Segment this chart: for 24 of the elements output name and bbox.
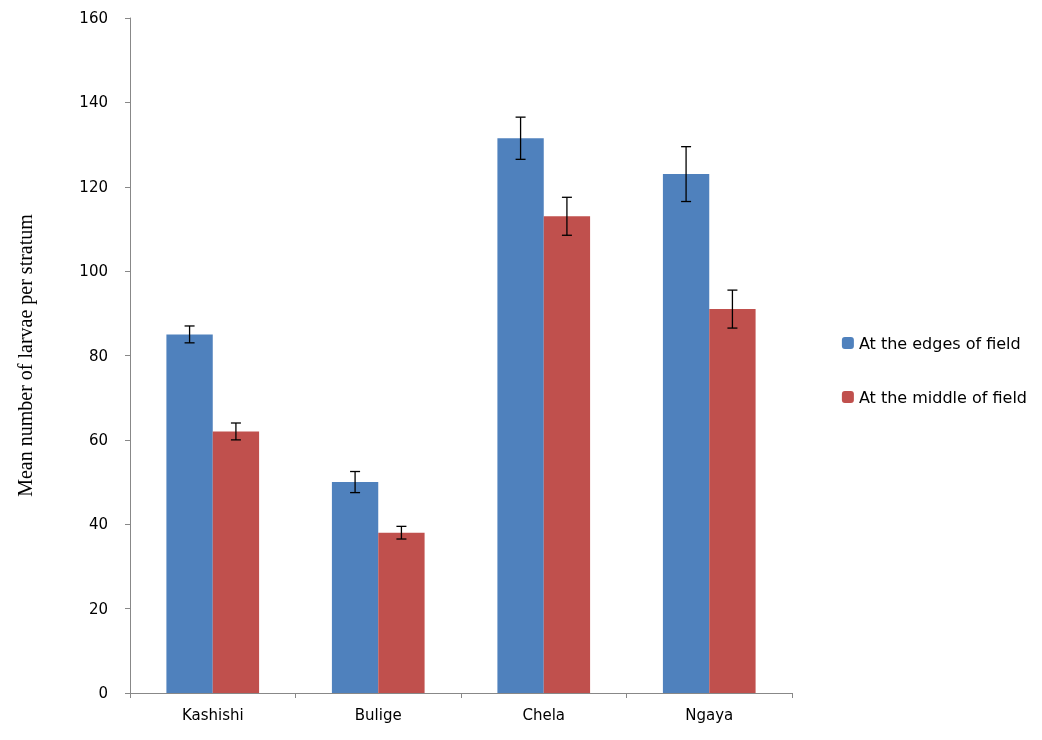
bar — [543, 216, 591, 693]
legend-label: At the edges of field — [858, 333, 1021, 353]
y-tick-label: 120 — [79, 177, 108, 196]
x-tick-label: Bulige — [354, 705, 402, 724]
bar — [709, 309, 756, 693]
y-axis-title: Mean number of larvae per stratum — [14, 213, 37, 497]
y-tick-label: 40 — [88, 515, 108, 534]
y-tick-label: 140 — [79, 93, 108, 112]
y-tick-label: 100 — [79, 262, 108, 281]
y-tick-label: 0 — [98, 684, 108, 702]
bar — [331, 482, 379, 693]
y-tick-label: 20 — [88, 599, 108, 618]
bar — [212, 431, 260, 693]
bar — [662, 174, 710, 693]
legend-label: At the middle of field — [858, 387, 1028, 407]
bar — [378, 532, 425, 693]
y-tick-label: 160 — [79, 9, 108, 27]
bar — [497, 138, 544, 693]
x-tick-label: Kashishi — [181, 705, 244, 724]
y-tick-label: 80 — [88, 346, 108, 365]
bar — [166, 334, 213, 693]
x-tick-label: Ngaya — [685, 705, 734, 724]
x-tick-label: Chela — [522, 705, 566, 724]
y-tick-label: 60 — [88, 430, 108, 449]
